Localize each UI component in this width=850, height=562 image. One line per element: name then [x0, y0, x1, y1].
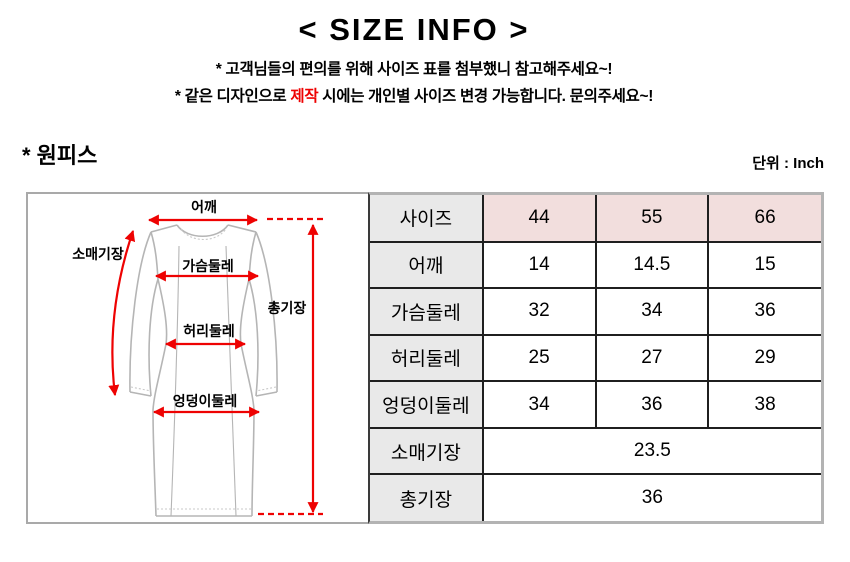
- size-table: 사이즈 44 55 66 어깨 14 14.5 15 가슴둘레 32 34 36…: [368, 192, 824, 524]
- cell-value: 25: [481, 333, 597, 383]
- row-label: 허리둘레: [370, 333, 484, 383]
- shoulder-label: 어깨: [191, 199, 217, 215]
- cell-value: 34: [481, 380, 597, 429]
- table-row-total-length: 총기장 36: [370, 473, 821, 521]
- unit-label: 단위 : Inch: [752, 155, 824, 172]
- table-row-waist: 허리둘레 25 27 29: [370, 333, 821, 383]
- cell-value: 14.5: [594, 240, 710, 290]
- note-2-after: 시에는 개인별 사이즈 변경 가능합니다. 문의주세요~!: [318, 88, 654, 105]
- cell-value: 36: [594, 380, 710, 429]
- cell-value: 29: [707, 333, 821, 383]
- note-2-highlight: 제작: [290, 88, 319, 105]
- cell-value: 15: [707, 240, 821, 290]
- cell-value-merged: 23.5: [481, 426, 821, 476]
- chest-label: 가슴둘레: [182, 258, 234, 274]
- size-44-cell: 44: [481, 195, 597, 243]
- note-line-1: * 고객님들의 편의를 위해 사이즈 표를 첨부했니 참고해주세요~!: [215, 61, 613, 78]
- measurement-arrows: [108, 214, 323, 516]
- sleeve-length-label: 소매기장: [72, 246, 124, 262]
- cell-value: 38: [707, 380, 821, 429]
- hip-label: 엉덩이둘레: [173, 393, 237, 409]
- cell-value: 14: [481, 240, 597, 290]
- note-line-2: * 같은 디자인으로 제작 시에는 개인별 사이즈 변경 가능합니다. 문의주세…: [0, 84, 828, 106]
- cell-value: 27: [594, 333, 710, 383]
- row-label: 가슴둘레: [370, 287, 484, 336]
- table-row-chest: 가슴둘레 32 34 36: [370, 287, 821, 336]
- dress-stitch-lines: [130, 228, 277, 510]
- dress-outline: [129, 224, 278, 517]
- size-55-cell: 55: [594, 195, 710, 243]
- table-row-shoulder: 어깨 14 14.5 15: [370, 240, 821, 290]
- cell-value: 36: [707, 287, 821, 336]
- table-row-hip: 엉덩이둘레 34 36 38: [370, 380, 821, 429]
- dress-measurement-diagram: 어깨 소매기장 가슴둘레 허리둘레 엉덩이둘레 총기장: [26, 192, 368, 524]
- total-length-label: 총기장: [268, 300, 307, 316]
- row-label: 어깨: [370, 240, 484, 290]
- size-table-header-row: 사이즈 44 55 66: [370, 195, 821, 243]
- cell-value: 32: [481, 287, 597, 336]
- row-label: 엉덩이둘레: [370, 380, 484, 429]
- cell-value-merged: 36: [481, 473, 821, 521]
- row-label: 소매기장: [370, 426, 484, 476]
- sleeve-length-arrow: [108, 229, 136, 397]
- page-title: < SIZE INFO >: [298, 12, 530, 47]
- table-row-sleeve-length: 소매기장 23.5: [370, 426, 821, 476]
- cell-value: 34: [594, 287, 710, 336]
- product-label: * 원피스: [22, 143, 98, 168]
- size-header-cell: 사이즈: [370, 195, 484, 243]
- dress-diagram-svg: 어깨 소매기장 가슴둘레 허리둘레 엉덩이둘레 총기장: [72, 199, 323, 517]
- row-label: 총기장: [370, 473, 484, 521]
- size-66-cell: 66: [707, 195, 821, 243]
- waist-label: 허리둘레: [183, 323, 235, 339]
- note-2-before: * 같은 디자인으로: [174, 88, 291, 105]
